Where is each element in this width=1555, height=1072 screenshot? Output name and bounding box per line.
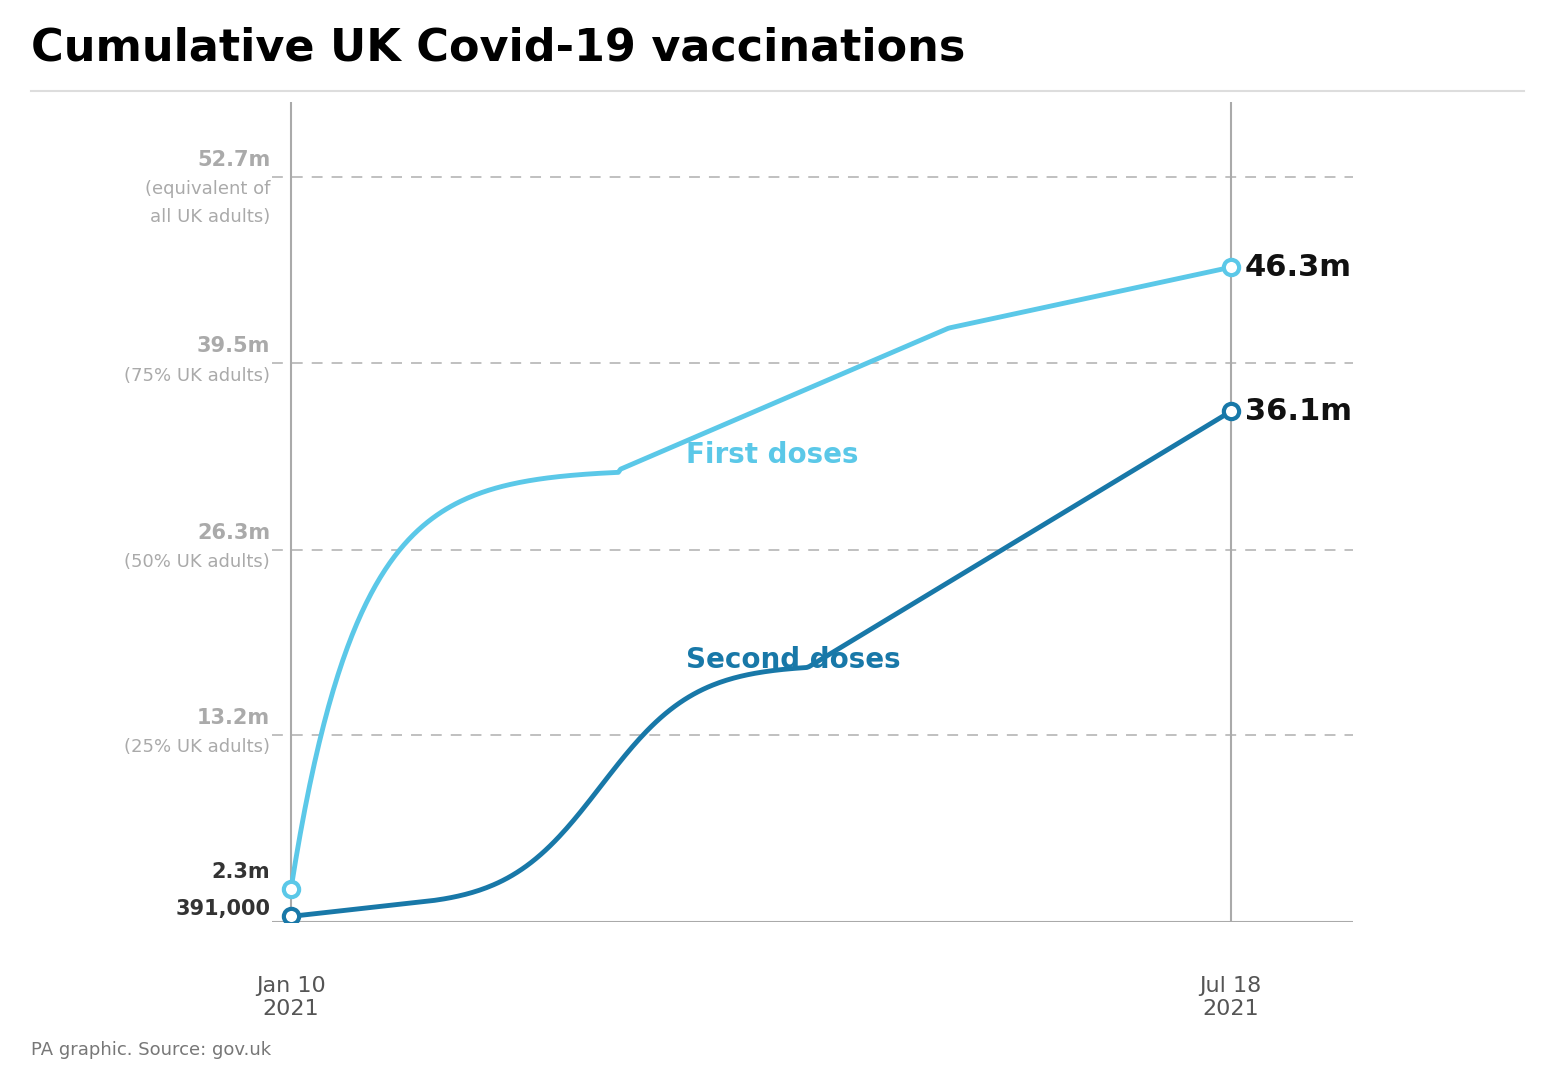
Text: 26.3m: 26.3m (197, 523, 271, 544)
Text: First doses: First doses (686, 442, 858, 470)
Text: Second doses: Second doses (686, 646, 900, 674)
Text: 36.1m: 36.1m (1246, 397, 1351, 426)
Text: Jan 10
2021: Jan 10 2021 (257, 976, 327, 1018)
Text: 391,000: 391,000 (176, 899, 271, 919)
Text: 52.7m: 52.7m (197, 150, 271, 169)
Text: Jul 18
2021: Jul 18 2021 (1199, 976, 1261, 1018)
Text: (75% UK adults): (75% UK adults) (124, 367, 271, 385)
Text: 46.3m: 46.3m (1246, 253, 1351, 282)
Text: (25% UK adults): (25% UK adults) (124, 739, 271, 757)
Text: 13.2m: 13.2m (197, 709, 271, 728)
Text: 39.5m: 39.5m (197, 337, 271, 356)
Text: all UK adults): all UK adults) (149, 208, 271, 226)
Text: PA graphic. Source: gov.uk: PA graphic. Source: gov.uk (31, 1041, 271, 1059)
Text: Cumulative UK Covid-19 vaccinations: Cumulative UK Covid-19 vaccinations (31, 27, 966, 70)
Text: 2.3m: 2.3m (211, 862, 271, 882)
Text: (equivalent of: (equivalent of (145, 180, 271, 198)
Text: (50% UK adults): (50% UK adults) (124, 553, 271, 571)
